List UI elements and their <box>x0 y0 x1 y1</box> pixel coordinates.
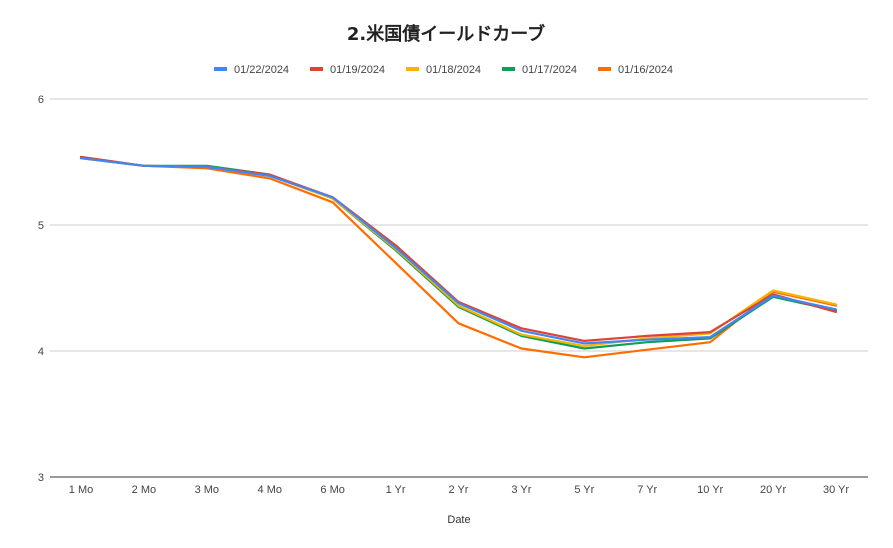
series-lines <box>79 155 838 359</box>
y-tick-label: 3 <box>38 472 44 484</box>
y-tick-label: 4 <box>38 346 44 358</box>
x-tick-label: 1 Yr <box>386 484 406 496</box>
x-tick-label: 3 Yr <box>511 484 531 496</box>
y-tick-label: 6 <box>38 94 44 106</box>
gridlines <box>50 98 868 478</box>
series-line-01-17-2024 <box>79 157 838 350</box>
legend: 01/22/2024 01/19/2024 01/18/2024 01/17/2024… <box>214 64 673 76</box>
x-axis-title: Date <box>447 514 470 526</box>
y-axis-ticks: 3 4 5 6 <box>38 94 44 484</box>
chart-title: 2.米国債イールドカーブ <box>347 23 545 45</box>
x-tick-label: 1 Mo <box>69 484 93 496</box>
series-line-01-22-2024 <box>79 157 838 345</box>
x-tick-label: 10 Yr <box>697 484 723 496</box>
x-tick-label: 3 Mo <box>195 484 219 496</box>
series-line-01-19-2024 <box>79 155 838 342</box>
y-tick-label: 5 <box>38 220 44 232</box>
legend-label: 01/22/2024 <box>234 64 289 76</box>
x-axis-ticks: 1 Mo 2 Mo 3 Mo 4 Mo 6 Mo 1 Yr 2 Yr 3 Yr 5 Yr 7 Yr… <box>69 484 850 496</box>
legend-label: 01/17/2024 <box>522 64 577 76</box>
x-tick-label: 6 Mo <box>320 484 344 496</box>
x-tick-label: 4 Mo <box>258 484 282 496</box>
legend-label: 01/19/2024 <box>330 64 385 76</box>
legend-label: 01/18/2024 <box>426 64 481 76</box>
x-tick-label: 30 Yr <box>823 484 849 496</box>
series-line-01-16-2024 <box>79 155 838 359</box>
x-tick-label: 20 Yr <box>760 484 786 496</box>
x-tick-label: 2 Mo <box>132 484 156 496</box>
x-tick-label: 2 Yr <box>449 484 469 496</box>
x-tick-label: 5 Yr <box>574 484 594 496</box>
series-line-01-18-2024 <box>79 157 838 348</box>
x-tick-label: 7 Yr <box>637 484 657 496</box>
legend-label: 01/16/2024 <box>618 64 673 76</box>
